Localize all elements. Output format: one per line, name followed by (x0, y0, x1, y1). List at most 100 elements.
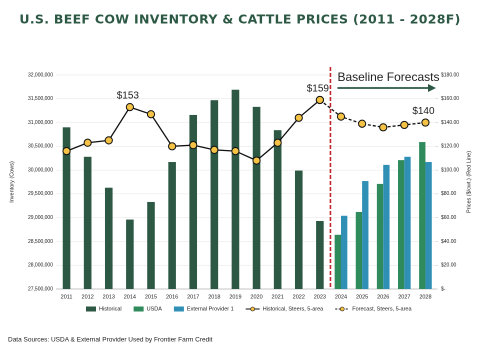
y2-axis-title: Prices ($/cwt.) (Red Line) (466, 151, 472, 213)
y2-tick-label: $120.00 (441, 144, 459, 150)
annotation: Baseline Forecasts (337, 70, 439, 84)
y2-tick-label: $80.00 (441, 191, 457, 197)
y-tick-label: 31,500,000 (28, 96, 53, 102)
bar (147, 201, 155, 289)
x-tick-label: 2020 (250, 294, 262, 300)
bar (83, 156, 92, 289)
x-tick-label: 2014 (124, 294, 136, 300)
y2-tick-label: $140.00 (441, 120, 459, 126)
bar (210, 100, 219, 290)
data-label: $159 (307, 84, 330, 95)
x-tick-label: 2023 (314, 294, 326, 300)
x-tick-label: 2019 (229, 294, 241, 300)
annotation-arrowhead (428, 84, 436, 92)
x-tick-label: 2011 (61, 294, 73, 300)
marker (146, 110, 156, 119)
y2-tick-label: $100.00 (441, 167, 459, 173)
y2-tick-label: $160.00 (441, 96, 459, 102)
marker (104, 136, 113, 145)
y-tick-label: 28,500,000 (28, 239, 53, 245)
marker (379, 123, 388, 132)
x-tick-label: 2018 (208, 294, 220, 300)
bar (252, 106, 261, 290)
x-tick-label: 2021 (272, 294, 284, 300)
legend-label: Forecast, Steers, 5-area (352, 306, 412, 312)
y2-tick-label: $20.00 (441, 263, 457, 269)
marker (421, 118, 430, 127)
data-label: $140 (412, 106, 435, 117)
bar (334, 234, 341, 289)
y-axis-title: Inventory (Cows) (9, 161, 15, 203)
y-tick-label: 27,500,000 (28, 286, 53, 292)
marker (336, 112, 346, 121)
marker (315, 95, 324, 105)
bar (419, 142, 426, 289)
marker (358, 119, 367, 128)
x-tick-label: 2013 (103, 294, 115, 300)
bar (355, 211, 363, 289)
legend-swatch (339, 306, 345, 312)
legend-label: USDA (147, 306, 163, 312)
y2-tick-label: $60.00 (441, 215, 457, 221)
y-tick-label: 29,000,000 (28, 215, 53, 221)
legend-label: Historical (99, 306, 122, 312)
bar (189, 114, 198, 290)
marker (210, 145, 219, 154)
x-tick-label: 2012 (82, 294, 94, 300)
bar (168, 162, 176, 289)
x-tick-label: 2015 (145, 294, 157, 300)
bar (341, 215, 348, 289)
data-label: $153 (117, 91, 140, 102)
bar (273, 130, 282, 289)
bar (231, 89, 240, 290)
y2-tick-label: $180.00 (441, 72, 459, 78)
marker (294, 113, 303, 122)
y-tick-label: 29,500,000 (28, 191, 53, 197)
y-tick-label: 30,500,000 (28, 144, 53, 150)
y-tick-label: 28,000,000 (28, 263, 53, 269)
x-tick-label: 2017 (187, 294, 199, 300)
x-tick-label: 2028 (419, 294, 431, 300)
y-tick-label: 31,000,000 (28, 120, 53, 126)
bar (104, 187, 113, 289)
marker (189, 141, 198, 150)
x-tick-label: 2025 (356, 294, 368, 300)
bar (425, 162, 432, 289)
source-note: Data Sources: USDA & External Provider U… (8, 337, 213, 344)
marker (252, 156, 261, 165)
legend-swatch (173, 306, 184, 312)
marker (231, 146, 240, 156)
legend-swatch (86, 306, 96, 312)
x-tick-label: 2022 (293, 294, 305, 300)
bar (126, 219, 134, 289)
legend-swatch (133, 306, 144, 312)
x-tick-label: 2024 (335, 294, 347, 300)
y2-tick-label: $40.00 (441, 239, 457, 245)
bar (398, 160, 405, 289)
legend-label: Historical, Steers, 5-area (263, 306, 324, 312)
bar (62, 127, 71, 289)
legend-swatch (250, 306, 255, 312)
bar (383, 164, 390, 289)
marker (125, 103, 134, 112)
line (319, 99, 426, 128)
x-tick-label: 2026 (377, 294, 389, 300)
marker (273, 138, 282, 147)
bar (294, 170, 303, 289)
x-tick-label: 2027 (398, 294, 410, 300)
y-tick-label: 30,000,000 (28, 167, 53, 173)
chart-title: U.S. BEEF COW INVENTORY & CATTLE PRICES … (19, 12, 460, 27)
bar (404, 156, 411, 289)
marker (168, 142, 177, 151)
marker (83, 138, 92, 147)
y2-tick-label: $- (441, 286, 446, 292)
legend-label: External Provider 1 (187, 306, 234, 312)
marker (400, 120, 409, 130)
marker (62, 146, 71, 156)
x-tick-label: 2016 (166, 294, 178, 300)
bar (362, 181, 369, 289)
bar (316, 220, 324, 289)
y-tick-label: 32,000,000 (28, 72, 53, 78)
bar (376, 183, 384, 289)
